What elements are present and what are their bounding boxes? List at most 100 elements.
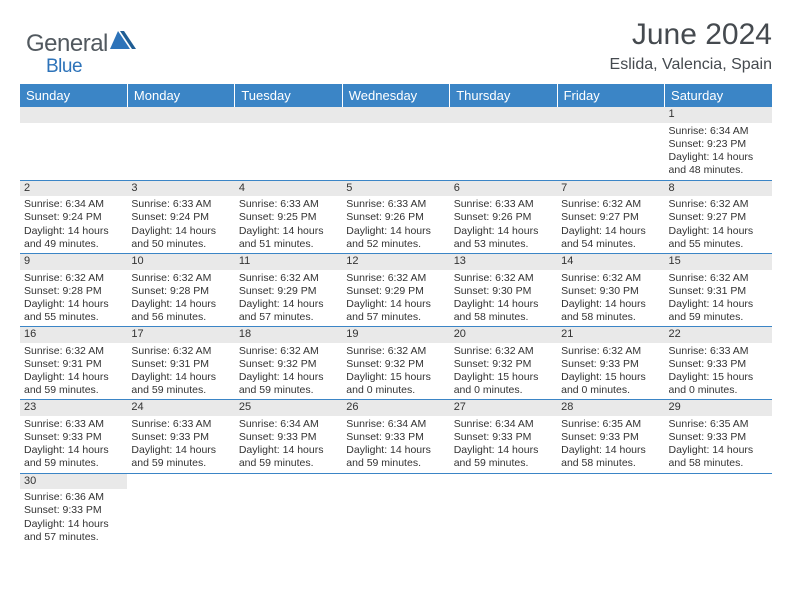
day-cell: 22Sunrise: 6:33 AMSunset: 9:33 PMDayligh…: [665, 327, 772, 400]
empty-cell: [342, 473, 449, 546]
day-cell: 30Sunrise: 6:36 AMSunset: 9:33 PMDayligh…: [20, 473, 127, 546]
daylight-text: Daylight: 14 hours: [239, 225, 338, 238]
daylight-text: and 59 minutes.: [131, 384, 230, 397]
sunset-text: Sunset: 9:33 PM: [131, 431, 230, 444]
day-content: Sunrise: 6:32 AMSunset: 9:30 PMDaylight:…: [557, 270, 664, 327]
daylight-text: and 59 minutes.: [346, 457, 445, 470]
daylight-text: Daylight: 14 hours: [669, 225, 768, 238]
day-content: Sunrise: 6:35 AMSunset: 9:33 PMDaylight:…: [665, 416, 772, 473]
sunrise-text: Sunrise: 6:32 AM: [454, 272, 553, 285]
day-cell: 19Sunrise: 6:32 AMSunset: 9:32 PMDayligh…: [342, 327, 449, 400]
logo: General: [26, 30, 136, 58]
daylight-text: Daylight: 15 hours: [454, 371, 553, 384]
sunrise-text: Sunrise: 6:32 AM: [131, 345, 230, 358]
sunset-text: Sunset: 9:32 PM: [239, 358, 338, 371]
calendar-table: SundayMondayTuesdayWednesdayThursdayFrid…: [20, 84, 772, 546]
day-content: Sunrise: 6:34 AMSunset: 9:24 PMDaylight:…: [20, 196, 127, 253]
logo-text-dark: General: [26, 30, 108, 58]
day-content: Sunrise: 6:32 AMSunset: 9:32 PMDaylight:…: [342, 343, 449, 400]
day-number: 29: [665, 400, 772, 416]
day-cell: 14Sunrise: 6:32 AMSunset: 9:30 PMDayligh…: [557, 253, 664, 326]
day-number: 27: [450, 400, 557, 416]
daylight-text: and 57 minutes.: [24, 531, 123, 544]
sunrise-text: Sunrise: 6:32 AM: [346, 272, 445, 285]
day-content: Sunrise: 6:34 AMSunset: 9:33 PMDaylight:…: [235, 416, 342, 473]
daylight-text: Daylight: 14 hours: [669, 444, 768, 457]
day-content: Sunrise: 6:32 AMSunset: 9:29 PMDaylight:…: [342, 270, 449, 327]
sunset-text: Sunset: 9:29 PM: [346, 285, 445, 298]
day-number: 16: [20, 327, 127, 343]
day-number: 12: [342, 254, 449, 270]
daylight-text: and 51 minutes.: [239, 238, 338, 251]
day-content: Sunrise: 6:32 AMSunset: 9:28 PMDaylight:…: [127, 270, 234, 327]
daylight-text: and 59 minutes.: [24, 457, 123, 470]
day-number: 25: [235, 400, 342, 416]
daylight-text: and 58 minutes.: [561, 457, 660, 470]
day-cell: 7Sunrise: 6:32 AMSunset: 9:27 PMDaylight…: [557, 180, 664, 253]
sunset-text: Sunset: 9:25 PM: [239, 211, 338, 224]
daylight-text: Daylight: 14 hours: [24, 298, 123, 311]
sunset-text: Sunset: 9:32 PM: [346, 358, 445, 371]
day-cell: 21Sunrise: 6:32 AMSunset: 9:33 PMDayligh…: [557, 327, 664, 400]
sunset-text: Sunset: 9:31 PM: [669, 285, 768, 298]
daylight-text: Daylight: 14 hours: [454, 444, 553, 457]
daylight-text: and 55 minutes.: [669, 238, 768, 251]
sunrise-text: Sunrise: 6:33 AM: [669, 345, 768, 358]
daylight-text: and 0 minutes.: [561, 384, 660, 397]
sunrise-text: Sunrise: 6:33 AM: [454, 198, 553, 211]
calendar-week-row: 1Sunrise: 6:34 AMSunset: 9:23 PMDaylight…: [20, 107, 772, 180]
day-number: 4: [235, 181, 342, 197]
daynum-bar: [20, 107, 127, 123]
daynum-bar: [342, 107, 449, 123]
day-content: Sunrise: 6:32 AMSunset: 9:30 PMDaylight:…: [450, 270, 557, 327]
day-content: Sunrise: 6:35 AMSunset: 9:33 PMDaylight:…: [557, 416, 664, 473]
day-cell: 12Sunrise: 6:32 AMSunset: 9:29 PMDayligh…: [342, 253, 449, 326]
daylight-text: Daylight: 14 hours: [131, 444, 230, 457]
sunrise-text: Sunrise: 6:35 AM: [561, 418, 660, 431]
sunset-text: Sunset: 9:33 PM: [561, 358, 660, 371]
daylight-text: and 58 minutes.: [669, 457, 768, 470]
day-content: Sunrise: 6:32 AMSunset: 9:27 PMDaylight:…: [557, 196, 664, 253]
day-content: Sunrise: 6:33 AMSunset: 9:25 PMDaylight:…: [235, 196, 342, 253]
daynum-bar: [235, 107, 342, 123]
empty-cell: [235, 473, 342, 546]
daylight-text: Daylight: 14 hours: [561, 298, 660, 311]
sunset-text: Sunset: 9:31 PM: [131, 358, 230, 371]
sunset-text: Sunset: 9:33 PM: [24, 431, 123, 444]
day-number: 23: [20, 400, 127, 416]
sunset-text: Sunset: 9:32 PM: [454, 358, 553, 371]
sunrise-text: Sunrise: 6:32 AM: [669, 272, 768, 285]
day-cell: 11Sunrise: 6:32 AMSunset: 9:29 PMDayligh…: [235, 253, 342, 326]
daylight-text: and 57 minutes.: [346, 311, 445, 324]
day-content: Sunrise: 6:33 AMSunset: 9:26 PMDaylight:…: [342, 196, 449, 253]
sunset-text: Sunset: 9:24 PM: [131, 211, 230, 224]
daylight-text: and 59 minutes.: [24, 384, 123, 397]
calendar-week-row: 16Sunrise: 6:32 AMSunset: 9:31 PMDayligh…: [20, 327, 772, 400]
day-number: 9: [20, 254, 127, 270]
daylight-text: Daylight: 14 hours: [669, 298, 768, 311]
day-number: 22: [665, 327, 772, 343]
daylight-text: Daylight: 15 hours: [669, 371, 768, 384]
daylight-text: Daylight: 14 hours: [454, 225, 553, 238]
day-cell: 5Sunrise: 6:33 AMSunset: 9:26 PMDaylight…: [342, 180, 449, 253]
day-cell: 3Sunrise: 6:33 AMSunset: 9:24 PMDaylight…: [127, 180, 234, 253]
day-content: Sunrise: 6:32 AMSunset: 9:28 PMDaylight:…: [20, 270, 127, 327]
day-cell: 2Sunrise: 6:34 AMSunset: 9:24 PMDaylight…: [20, 180, 127, 253]
daylight-text: and 53 minutes.: [454, 238, 553, 251]
daylight-text: Daylight: 14 hours: [131, 298, 230, 311]
daylight-text: and 0 minutes.: [346, 384, 445, 397]
sunset-text: Sunset: 9:31 PM: [24, 358, 123, 371]
empty-cell: [342, 107, 449, 180]
day-header: Thursday: [450, 84, 557, 107]
sunrise-text: Sunrise: 6:35 AM: [669, 418, 768, 431]
day-number: 6: [450, 181, 557, 197]
sunset-text: Sunset: 9:28 PM: [131, 285, 230, 298]
sunrise-text: Sunrise: 6:32 AM: [454, 345, 553, 358]
sunrise-text: Sunrise: 6:33 AM: [239, 198, 338, 211]
sunrise-text: Sunrise: 6:32 AM: [346, 345, 445, 358]
day-cell: 17Sunrise: 6:32 AMSunset: 9:31 PMDayligh…: [127, 327, 234, 400]
empty-cell: [127, 473, 234, 546]
daylight-text: and 0 minutes.: [669, 384, 768, 397]
day-header: Wednesday: [342, 84, 449, 107]
day-content: Sunrise: 6:33 AMSunset: 9:33 PMDaylight:…: [665, 343, 772, 400]
